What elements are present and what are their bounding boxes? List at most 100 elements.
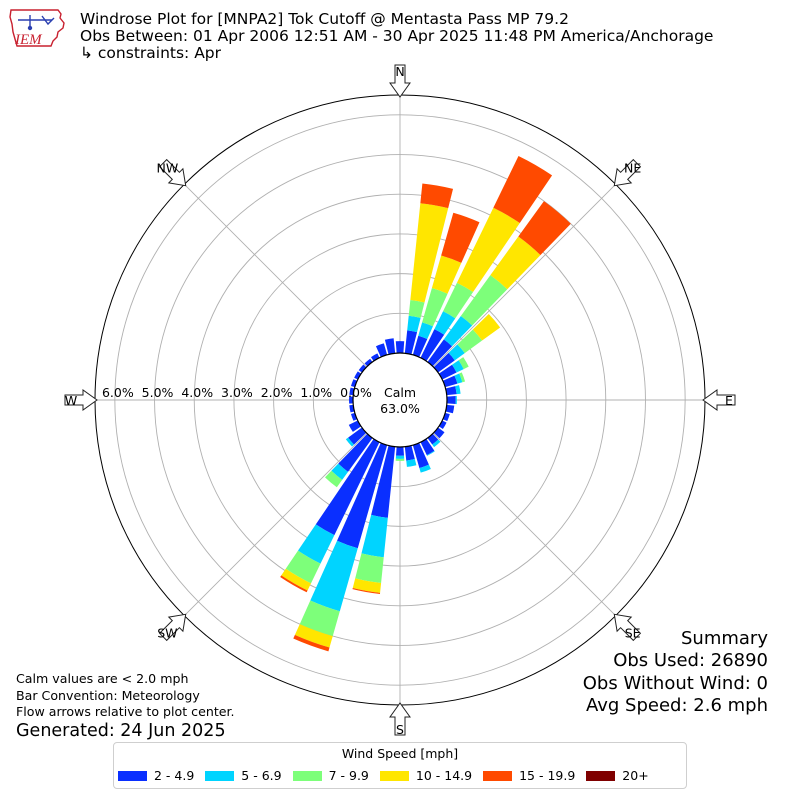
radial-tick-label: 1.0% — [300, 385, 332, 400]
windrose-bar — [455, 395, 457, 405]
polar-grid — [94, 94, 706, 706]
windrose-bar — [438, 364, 457, 380]
windrose-bar — [293, 634, 330, 652]
windrose-bar — [352, 578, 382, 593]
windrose-bar — [355, 553, 384, 583]
legend-item: 7 - 9.9 — [292, 768, 369, 783]
windrose-bar — [331, 463, 349, 480]
direction-label: N — [395, 64, 404, 79]
windrose-bar — [310, 540, 358, 612]
direction-label: SE — [625, 626, 641, 641]
flow-arrows-note: Flow arrows relative to plot center. — [16, 704, 235, 719]
legend-swatch — [292, 771, 322, 781]
legend-swatch — [379, 771, 409, 781]
windrose-bar — [348, 420, 362, 432]
windrose-bar — [459, 372, 466, 383]
legend-item: 10 - 14.9 — [379, 768, 472, 783]
calm-note: Calm values are < 2.0 mph — [16, 671, 189, 686]
windrose-bar — [442, 375, 458, 388]
windrose-bar — [448, 344, 465, 361]
iem-logo: IEM — [8, 6, 70, 54]
summary-heading: Summary — [681, 628, 768, 649]
direction-arrows — [64, 64, 736, 736]
legend-label: 5 - 6.9 — [241, 768, 282, 783]
legend-swatch — [586, 771, 616, 781]
direction-label: NE — [624, 160, 641, 175]
windrose-bar — [352, 588, 381, 595]
windrose-bar — [408, 299, 425, 318]
windrose-bar — [396, 446, 404, 456]
legend-item: 5 - 6.9 — [205, 768, 282, 783]
windrose-bar — [370, 353, 380, 362]
windrose-bar — [371, 445, 396, 518]
chart-notes: Calm values are < 2.0 mph Bar Convention… — [16, 671, 235, 741]
windrose-bar — [345, 437, 354, 447]
windrose-bar — [358, 364, 367, 373]
windrose-bar — [456, 207, 520, 293]
direction-arrow-icon — [389, 702, 411, 736]
windrose-bar — [419, 464, 431, 473]
windrose-bar — [454, 373, 463, 384]
legend-swatch — [483, 771, 513, 781]
windrose-bar — [441, 212, 480, 263]
radial-tick-label: 2.0% — [261, 385, 293, 400]
windrose-bar — [395, 458, 405, 461]
windrose-bar — [410, 203, 449, 303]
windrose-bar — [426, 450, 435, 456]
windrose-bar — [490, 236, 541, 290]
windrose-bar — [445, 404, 455, 414]
constraints: ↳ constraints: Apr — [80, 44, 222, 62]
bar-convention-note: Bar Convention: Meteorology — [16, 687, 200, 703]
windrose-bar — [420, 329, 445, 362]
legend-title: Wind Speed [mph] — [341, 746, 459, 761]
windrose-bars — [280, 155, 571, 652]
windrose-bar — [348, 427, 367, 445]
obs-without-wind: Obs Without Wind: 0 — [582, 672, 768, 694]
windrose-bar — [460, 275, 508, 326]
windrose-bar — [384, 338, 396, 355]
direction-label: S — [396, 722, 404, 737]
legend-label: 15 - 19.9 — [519, 768, 576, 783]
legend-item: 2 - 4.9 — [118, 768, 194, 783]
direction-arrow-icon — [158, 158, 187, 187]
windrose-bar — [299, 600, 340, 637]
legend-item: 15 - 19.9 — [483, 768, 575, 783]
windrose-bar — [407, 315, 421, 333]
generated-date: Generated: 24 Jun 2025 — [16, 720, 226, 741]
direction-label: NW — [157, 160, 179, 175]
windrose-bar — [422, 287, 448, 327]
grid-spoke — [432, 184, 616, 368]
windrose-bar — [493, 155, 553, 224]
windrose-bar — [472, 313, 501, 341]
legend-items: 2 - 4.9 5 - 6.9 7 - 9.9 10 - 14.9 15 - 19.9 2… — [118, 768, 660, 783]
axis-labels: 0.0% 1.0% 2.0% 3.0% 4.0% 5.0% 6.0% N NE E SE S SW W NW — [65, 64, 733, 737]
obs-between: Obs Between: 01 Apr 2006 12:51 AM - 30 A… — [80, 27, 714, 45]
windrose-bar — [395, 341, 405, 354]
windrose-bar — [406, 459, 417, 467]
windrose-bar — [418, 322, 433, 339]
windrose-bar — [433, 352, 455, 373]
windrose-bar — [420, 183, 454, 209]
windrose-bar — [458, 357, 469, 370]
summary-box: Summary Obs Used: 26890 Obs Without Wind… — [583, 628, 768, 717]
radial-tick-label: 6.0% — [102, 385, 134, 400]
windrose-bar — [294, 624, 333, 648]
legend-swatch — [205, 771, 235, 781]
direction-arrow-icon — [389, 64, 411, 98]
calm-label: Calm — [384, 385, 416, 400]
windrose-bar — [443, 315, 473, 347]
windrose-bar — [297, 524, 335, 564]
legend-label: 2 - 4.9 — [154, 768, 195, 783]
windrose-bar — [337, 442, 388, 549]
windrose-bar — [445, 386, 457, 396]
grid-spoke — [432, 432, 616, 616]
windrose-bar — [434, 311, 456, 335]
direction-arrow-icon — [64, 389, 98, 411]
windrose-bar — [375, 343, 388, 358]
chart-header: Windrose Plot for [MNPA2] Tok Cutoff @ M… — [80, 11, 713, 62]
windrose-bar — [446, 396, 456, 404]
legend-swatch — [118, 771, 147, 781]
windrose-bar — [364, 358, 373, 367]
